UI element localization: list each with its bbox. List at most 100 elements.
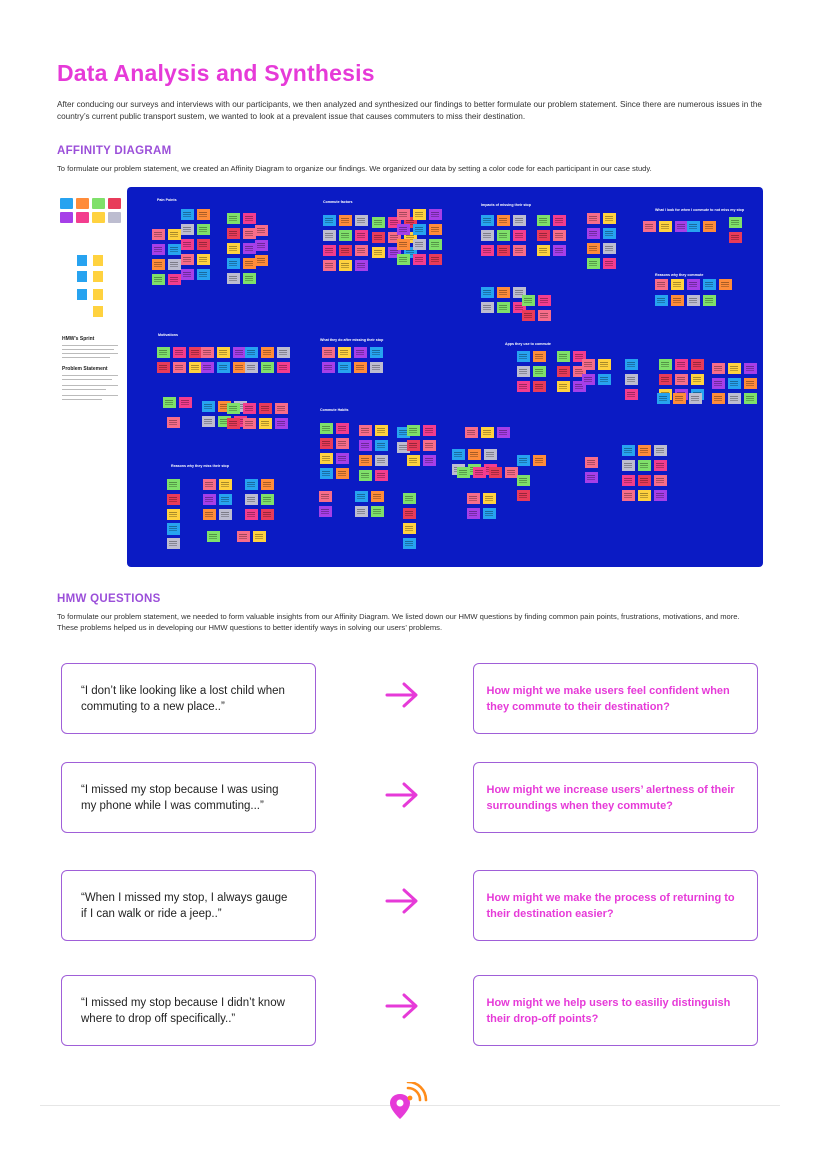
sticky-note (582, 359, 595, 370)
sticky-note (659, 374, 672, 385)
sticky-note (355, 230, 368, 241)
arrow-right-icon (385, 888, 418, 914)
sticky-note (423, 440, 436, 451)
hmw-heading: HMW QUESTIONS (57, 593, 161, 605)
sticky-note (675, 374, 688, 385)
sticky-note (407, 455, 420, 466)
sticky-note (429, 224, 442, 235)
footer-divider (40, 1105, 780, 1106)
sticky-note (227, 403, 240, 414)
sticky-note (404, 247, 417, 258)
sticky-note (481, 427, 494, 438)
sticky-note (168, 229, 181, 240)
sticky-note (227, 418, 240, 429)
sticky-note (167, 538, 180, 549)
sticky-note (207, 531, 220, 542)
affinity-diagram-board: Pain Points Commute factors Impacts of m… (127, 187, 763, 567)
sticky-note (320, 438, 333, 449)
sticky-note (339, 230, 352, 241)
sticky-note (319, 491, 332, 502)
user-quote: “When I missed my stop, I always gauge i… (81, 891, 288, 920)
sticky-note (173, 362, 186, 373)
sticky-note (497, 230, 510, 241)
sticky-note (245, 362, 258, 373)
group-label: Commute factors (323, 200, 353, 204)
sticky-note (403, 538, 416, 549)
sticky-note (497, 287, 510, 298)
sticky-note (152, 229, 165, 240)
sticky-note (467, 508, 480, 519)
sticky-note (703, 295, 716, 306)
sticky-note (181, 224, 194, 235)
sticky-note (322, 347, 335, 358)
sticky-note (245, 494, 258, 505)
user-quote: “I missed my stop because I didn’t know … (81, 996, 285, 1025)
sticky-note (423, 455, 436, 466)
sticky-note (202, 401, 215, 412)
sticky-note (255, 225, 268, 236)
sticky-note (537, 230, 550, 241)
sticky-note (625, 374, 638, 385)
sticky-note (218, 401, 231, 412)
sticky-note (372, 247, 385, 258)
group-label: Apps they use to commute (505, 342, 551, 346)
sticky-note (538, 310, 551, 321)
sticky-note (339, 215, 352, 226)
group-label: Reasons why they miss their stop (171, 464, 229, 468)
sticky-note (728, 378, 741, 389)
group-label: What I look for when I commute to not mi… (655, 208, 745, 212)
sticky-note (587, 213, 600, 224)
sticky-note (429, 254, 442, 265)
group-label: Reasons why they commute (655, 273, 704, 277)
sticky-note (167, 523, 180, 534)
sticky-note (654, 490, 667, 501)
sticky-note (157, 347, 170, 358)
sticky-note (671, 295, 684, 306)
sticky-note (323, 230, 336, 241)
sticky-note (659, 221, 672, 232)
sticky-note (277, 362, 290, 373)
sticky-note (643, 221, 656, 232)
sticky-note (243, 213, 256, 224)
sticky-note (517, 475, 530, 486)
sticky-note (152, 244, 165, 255)
sticky-note (259, 403, 272, 414)
sticky-note (481, 287, 494, 298)
sticky-note (517, 366, 530, 377)
sticky-note (261, 479, 274, 490)
sticky-note (227, 228, 240, 239)
sticky-note (322, 362, 335, 373)
sticky-note (582, 374, 595, 385)
sticky-note (168, 244, 181, 255)
sticky-note (336, 468, 349, 479)
sticky-note (465, 427, 478, 438)
user-quote-card: “I don’t like looking like a lost child … (61, 663, 316, 734)
sticky-note (338, 362, 351, 373)
sticky-note (189, 362, 202, 373)
sticky-note (354, 347, 367, 358)
sticky-note (323, 260, 336, 271)
group-label: What they do after missing their stop (320, 338, 384, 342)
sticky-note (245, 347, 258, 358)
sticky-note (497, 427, 510, 438)
sticky-note (603, 213, 616, 224)
sticky-note (336, 453, 349, 464)
sticky-note (473, 467, 486, 478)
hmw-question-card: How might we make users feel confident w… (473, 663, 758, 734)
hmw-question: How might we increase users’ alertness o… (486, 783, 735, 812)
sticky-note (407, 440, 420, 451)
sticky-note (481, 230, 494, 241)
sticky-note (413, 254, 426, 265)
sticky-note (497, 215, 510, 226)
sticky-note (163, 397, 176, 408)
page-title: Data Analysis and Synthesis (57, 60, 375, 86)
sticky-note (413, 209, 426, 220)
sticky-note (489, 467, 502, 478)
sticky-note (729, 217, 742, 228)
sticky-note (413, 224, 426, 235)
location-signal-icon (390, 1082, 428, 1119)
sticky-note (585, 457, 598, 468)
sticky-note (553, 230, 566, 241)
sticky-note (497, 245, 510, 256)
sticky-note (243, 403, 256, 414)
